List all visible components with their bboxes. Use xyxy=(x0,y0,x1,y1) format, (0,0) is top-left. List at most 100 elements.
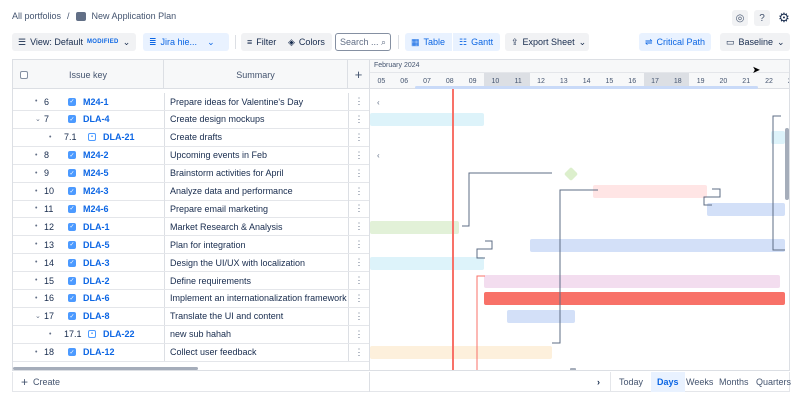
row-menu-icon[interactable]: ⋮ xyxy=(348,200,369,218)
issue-key-link[interactable]: DLA-6 xyxy=(83,293,110,304)
chevron-down-icon[interactable]: ⌄ xyxy=(35,313,41,321)
colors-button[interactable]: ◈ Colors xyxy=(282,33,332,51)
issue-key-link[interactable]: DLA-3 xyxy=(83,257,110,268)
row-menu-icon[interactable]: ⋮ xyxy=(348,146,369,164)
select-all-checkbox[interactable] xyxy=(20,70,28,79)
issue-key-link[interactable]: M24-3 xyxy=(83,186,109,196)
row-menu-icon[interactable]: ⋮ xyxy=(348,236,369,254)
gantt-bar[interactable] xyxy=(484,274,781,288)
table-row[interactable]: ⌄ 17 ✓ DLA-8 Translate the UI and conten… xyxy=(13,307,369,326)
help-icon[interactable]: ? xyxy=(754,10,770,26)
row-menu-icon[interactable]: ⋮ xyxy=(348,272,369,289)
issue-key-link[interactable]: M24-1 xyxy=(83,96,109,107)
bullet-icon[interactable]: • xyxy=(49,330,52,338)
add-column-button[interactable]: + xyxy=(354,67,363,82)
issue-key-link[interactable]: DLA-1 xyxy=(83,221,110,232)
search-input[interactable]: Search ... ⌕ xyxy=(335,33,391,51)
hierarchy-select[interactable]: ≣ Jira hie... ⌄ xyxy=(143,33,229,51)
row-menu-icon[interactable]: ⋮ xyxy=(348,182,369,200)
table-view-button[interactable]: ▦ Table xyxy=(405,33,452,51)
scroll-right-icon[interactable]: › xyxy=(597,377,600,387)
summary-cell[interactable]: Prepare email marketing xyxy=(164,200,348,218)
gantt-bar[interactable] xyxy=(370,256,484,270)
table-row[interactable]: • 16 ✓ DLA-6 Implement an internationali… xyxy=(13,289,369,308)
table-row[interactable]: • 7.1 ▪ DLA-21 Create drafts ⋮ xyxy=(13,128,369,147)
vertical-scrollbar[interactable] xyxy=(785,128,789,200)
horizontal-scrollbar[interactable] xyxy=(13,367,198,370)
bullet-icon[interactable]: • xyxy=(35,277,38,284)
quarters-button[interactable]: Quarters xyxy=(756,377,792,387)
table-row[interactable]: ⌄ 7 ✓ DLA-4 Create design mockups ⋮ xyxy=(13,110,369,129)
filter-button[interactable]: ≡ Filter xyxy=(241,33,287,51)
bullet-icon[interactable]: • xyxy=(35,348,38,356)
summary-cell[interactable]: Create design mockups xyxy=(164,110,348,128)
months-button[interactable]: Months xyxy=(719,377,749,387)
weeks-button[interactable]: Weeks xyxy=(686,377,714,387)
row-menu-icon[interactable]: ⋮ xyxy=(348,110,369,128)
bullet-icon[interactable]: • xyxy=(35,151,38,159)
gantt-bar[interactable] xyxy=(370,113,484,127)
chevron-down-icon[interactable]: ⌄ xyxy=(35,116,41,124)
gantt-bar[interactable] xyxy=(370,220,459,234)
summary-cell[interactable]: Analyze data and performance xyxy=(164,182,348,200)
summary-cell[interactable]: Create drafts xyxy=(164,128,348,146)
gantt-bar[interactable] xyxy=(707,202,785,216)
table-row[interactable]: • 12 ✓ DLA-1 Market Research & Analysis … xyxy=(13,218,369,237)
export-sheet-button[interactable]: ⇪ Export Sheet ⌄ xyxy=(505,33,589,51)
table-row[interactable]: • 17.1 ▪ DLA-22 new sub hahah ⋮ xyxy=(13,325,369,344)
row-menu-icon[interactable]: ⋮ xyxy=(348,289,369,307)
bullet-icon[interactable]: • xyxy=(35,205,38,213)
gantt-bar[interactable] xyxy=(771,131,785,145)
issue-key-link[interactable]: DLA-4 xyxy=(83,114,110,125)
bullet-icon[interactable]: • xyxy=(35,259,38,267)
gantt-bar[interactable] xyxy=(370,346,553,360)
table-row[interactable]: • 6 ✓ M24-1 Prepare ideas for Valentine'… xyxy=(13,93,369,111)
issue-key-link[interactable]: DLA-5 xyxy=(83,239,110,250)
issue-key-link[interactable]: M24-5 xyxy=(83,168,109,179)
row-menu-icon[interactable]: ⋮ xyxy=(348,128,369,146)
chevron-left-icon[interactable]: ‹ xyxy=(377,151,380,160)
issue-key-link[interactable]: DLA-8 xyxy=(83,311,110,322)
column-issue-key[interactable]: Issue key xyxy=(13,60,164,89)
summary-cell[interactable]: Brainstorm activities for April xyxy=(164,164,348,182)
issue-key-link[interactable]: DLA-12 xyxy=(83,347,115,358)
table-row[interactable]: • 11 ✓ M24-6 Prepare email marketing ⋮ xyxy=(13,200,369,219)
summary-cell[interactable]: Collect user feedback xyxy=(164,343,348,361)
row-menu-icon[interactable]: ⋮ xyxy=(348,307,369,325)
table-row[interactable]: • 18 ✓ DLA-12 Collect user feedback ⋮ xyxy=(13,343,369,362)
bullet-icon[interactable]: • xyxy=(35,294,38,302)
timeline-scroll-handle[interactable] xyxy=(570,368,576,370)
issue-key-link[interactable]: M24-2 xyxy=(83,150,109,161)
summary-cell[interactable]: new sub hahah xyxy=(164,325,348,343)
breadcrumb-plan[interactable]: New Application Plan xyxy=(91,11,177,21)
table-row[interactable]: • 15 ✓ DLA-2 Define requirements ⋮ xyxy=(13,272,369,290)
feedback-icon[interactable]: ◎ xyxy=(732,10,748,26)
breadcrumb-all-portfolios[interactable]: All portfolios xyxy=(12,11,62,21)
summary-cell[interactable]: Design the UI/UX with localization xyxy=(164,254,348,272)
gantt-bar[interactable] xyxy=(484,292,785,306)
issue-key-link[interactable]: M24-6 xyxy=(83,203,109,214)
bullet-icon[interactable]: • xyxy=(35,98,38,105)
summary-cell[interactable]: Translate the UI and content xyxy=(164,307,348,325)
summary-cell[interactable]: Implement an internationalization framew… xyxy=(164,289,348,307)
table-row[interactable]: • 14 ✓ DLA-3 Design the UI/UX with local… xyxy=(13,254,369,273)
row-menu-icon[interactable]: ⋮ xyxy=(348,343,369,361)
baseline-button[interactable]: ▭ Baseline ⌄ xyxy=(720,33,790,51)
days-button[interactable]: Days xyxy=(651,372,685,392)
table-row[interactable]: • 13 ✓ DLA-5 Plan for integration ⋮ xyxy=(13,236,369,255)
row-menu-icon[interactable]: ⋮ xyxy=(348,218,369,236)
table-row[interactable]: • 8 ✓ M24-2 Upcoming events in Feb ⋮ xyxy=(13,146,369,165)
view-select[interactable]: ☰ View: Default MODIFIED ⌄ xyxy=(12,33,136,51)
table-row[interactable]: • 10 ✓ M24-3 Analyze data and performanc… xyxy=(13,182,369,201)
bullet-icon[interactable]: • xyxy=(49,133,52,141)
settings-gear-icon[interactable]: ⚙ xyxy=(778,10,790,25)
bullet-icon[interactable]: • xyxy=(35,169,38,177)
summary-cell[interactable]: Market Research & Analysis xyxy=(164,218,348,236)
today-button[interactable]: Today xyxy=(610,372,653,392)
row-menu-icon[interactable]: ⋮ xyxy=(348,254,369,272)
table-row[interactable]: • 9 ✓ M24-5 Brainstorm activities for Ap… xyxy=(13,164,369,183)
chevron-left-icon[interactable]: ‹ xyxy=(377,98,380,107)
create-button[interactable]: + Create xyxy=(15,372,66,392)
summary-cell[interactable]: Plan for integration xyxy=(164,236,348,254)
summary-cell[interactable]: Upcoming events in Feb xyxy=(164,146,348,164)
